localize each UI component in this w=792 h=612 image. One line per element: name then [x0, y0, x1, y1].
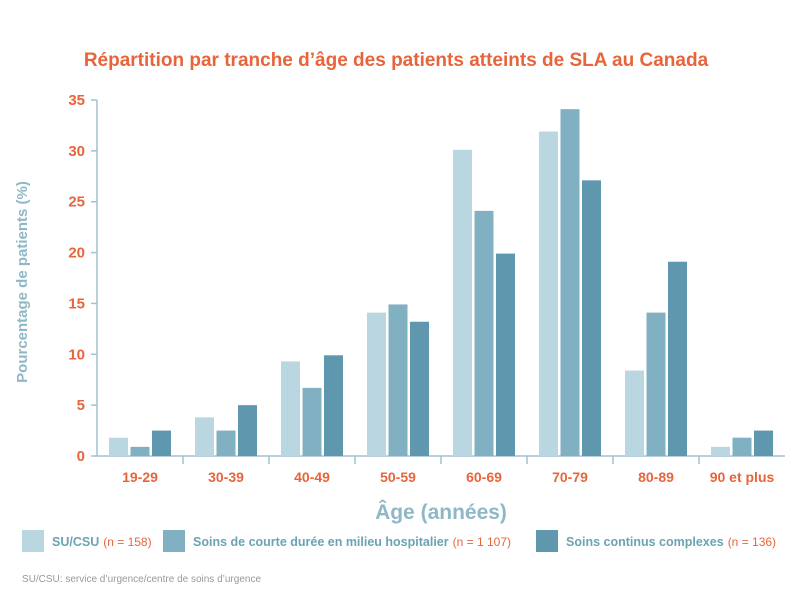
x-tick-label: 60-69: [466, 469, 502, 485]
y-tick-label: 10: [68, 346, 85, 363]
y-tick-label: 25: [68, 194, 85, 211]
legend-series-name: Soins de courte durée en milieu hospital…: [193, 535, 449, 549]
bar: [152, 430, 171, 456]
bars: [109, 109, 773, 456]
footnote: SU/CSU: service d’urgence/centre de soin…: [22, 574, 261, 585]
x-tick-label: 30-39: [208, 469, 244, 485]
y-axis: 0 5 10 15 20 25 30 35: [68, 92, 98, 465]
bar: [367, 312, 386, 456]
bar: [560, 109, 580, 456]
bar: [668, 261, 687, 456]
bar: [496, 253, 515, 456]
bar: [582, 180, 601, 456]
y-tick-label: 0: [77, 448, 85, 465]
x-axis: 19-29 30-39 40-49 50-59 60-69 70-79 80-89 90 et…: [97, 455, 785, 485]
y-axis-label: Pourcentage de patients (%): [14, 181, 31, 383]
y-axis-label-text: Pourcentage de patients (%): [14, 181, 31, 383]
legend-swatch: [163, 530, 185, 552]
bar: [453, 149, 472, 456]
x-tick-label: 19-29: [122, 469, 158, 485]
bar: [410, 321, 429, 456]
legend-entry: Soins continus complexes (n = 136): [566, 535, 776, 549]
x-tick-label: 90 et plus: [710, 469, 775, 485]
x-tick-label: 70-79: [552, 469, 588, 485]
bar: [646, 312, 666, 456]
bar: [302, 387, 322, 456]
bar: [474, 210, 494, 456]
legend: SU/CSU (n = 158) Soins de courte durée en …: [22, 530, 776, 552]
y-tick-label: 20: [68, 245, 85, 262]
x-axis-label: Âge (années): [375, 500, 507, 524]
legend-entry: Soins de courte durée en milieu hospital…: [193, 535, 511, 549]
legend-series-count: (n = 158): [103, 535, 151, 549]
bar: [195, 417, 214, 456]
y-tick-label: 35: [68, 92, 85, 109]
bar: [732, 437, 752, 456]
x-tick-label: 50-59: [380, 469, 416, 485]
bar: [625, 370, 644, 456]
legend-series-name: Soins continus complexes: [566, 535, 724, 549]
chart-title: Répartition par tranche d’âge des patien…: [84, 50, 709, 71]
bar: [711, 446, 730, 456]
x-tick-label: 80-89: [638, 469, 674, 485]
legend-series-count: (n = 1 107): [453, 535, 511, 549]
bar: [539, 131, 558, 456]
bar: [238, 405, 257, 456]
bar: [388, 304, 408, 456]
legend-series-count: (n = 136): [728, 535, 776, 549]
bar: [130, 446, 150, 456]
bar: [754, 430, 773, 456]
x-tick-label: 40-49: [294, 469, 330, 485]
y-tick-label: 15: [68, 295, 85, 312]
bar: [324, 355, 343, 456]
bar: [109, 437, 128, 456]
legend-swatch: [22, 530, 44, 552]
y-tick-label: 5: [77, 397, 85, 414]
y-tick-label: 30: [68, 143, 85, 160]
legend-entry: SU/CSU (n = 158): [52, 535, 152, 549]
bar: [281, 361, 300, 456]
legend-series-name: SU/CSU: [52, 535, 99, 549]
bar: [216, 430, 236, 456]
legend-swatch: [536, 530, 558, 552]
